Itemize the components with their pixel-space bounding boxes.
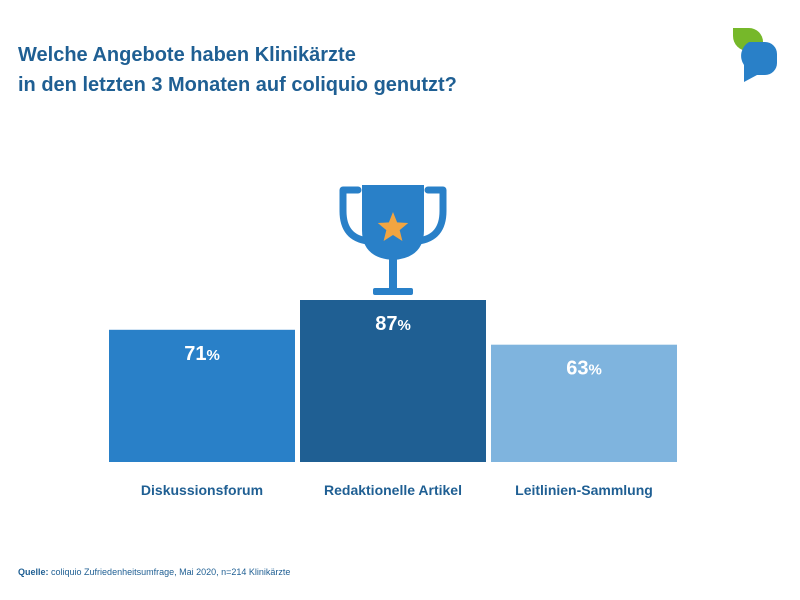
bar-value-label-2: 87%: [375, 313, 411, 335]
chart-title-line-2: in den letzten 3 Monaten auf coliquio ge…: [18, 74, 457, 96]
trophy-star-icon: [377, 212, 409, 241]
category-label-2: Redaktionelle Artikel: [324, 482, 462, 498]
bar-value-suffix-3: %: [588, 362, 601, 379]
chart-title: Welche Angebote haben Klinikärzte in den…: [18, 40, 698, 100]
category-label-3: Leitlinien-Sammlung: [515, 482, 653, 498]
trophy-stem: [389, 258, 397, 290]
bar-value-number-3: 63: [566, 358, 588, 380]
logo-speech-bubble-icon: [741, 42, 777, 82]
bar-1: [109, 329, 295, 462]
chart-title-line-1: Welche Angebote haben Klinikärzte: [18, 44, 356, 66]
bar-value-suffix-2: %: [397, 317, 410, 334]
bar-value-suffix-1: %: [206, 347, 219, 364]
trophy-right-handle: [414, 186, 447, 245]
bar-3: [491, 344, 677, 462]
category-label-1: Diskussionsforum: [141, 482, 263, 498]
trophy-left-handle: [339, 186, 372, 245]
source-label: Quelle:: [18, 567, 49, 577]
bar-value-label-1: 71%: [184, 343, 220, 365]
source-note: Quelle: coliquio Zufriedenheitsumfrage, …: [18, 566, 290, 578]
coliquio-logo-icon: [733, 28, 777, 82]
bar-value-number-1: 71: [184, 343, 206, 365]
trophy-base: [373, 288, 413, 295]
bar-value-number-2: 87: [375, 313, 397, 335]
trophy-star-icon: [339, 185, 447, 295]
bar-value-label-3: 63%: [566, 358, 602, 380]
source-text: coliquio Zufriedenheitsumfrage, Mai 2020…: [51, 567, 291, 577]
bar-2: [300, 300, 486, 462]
